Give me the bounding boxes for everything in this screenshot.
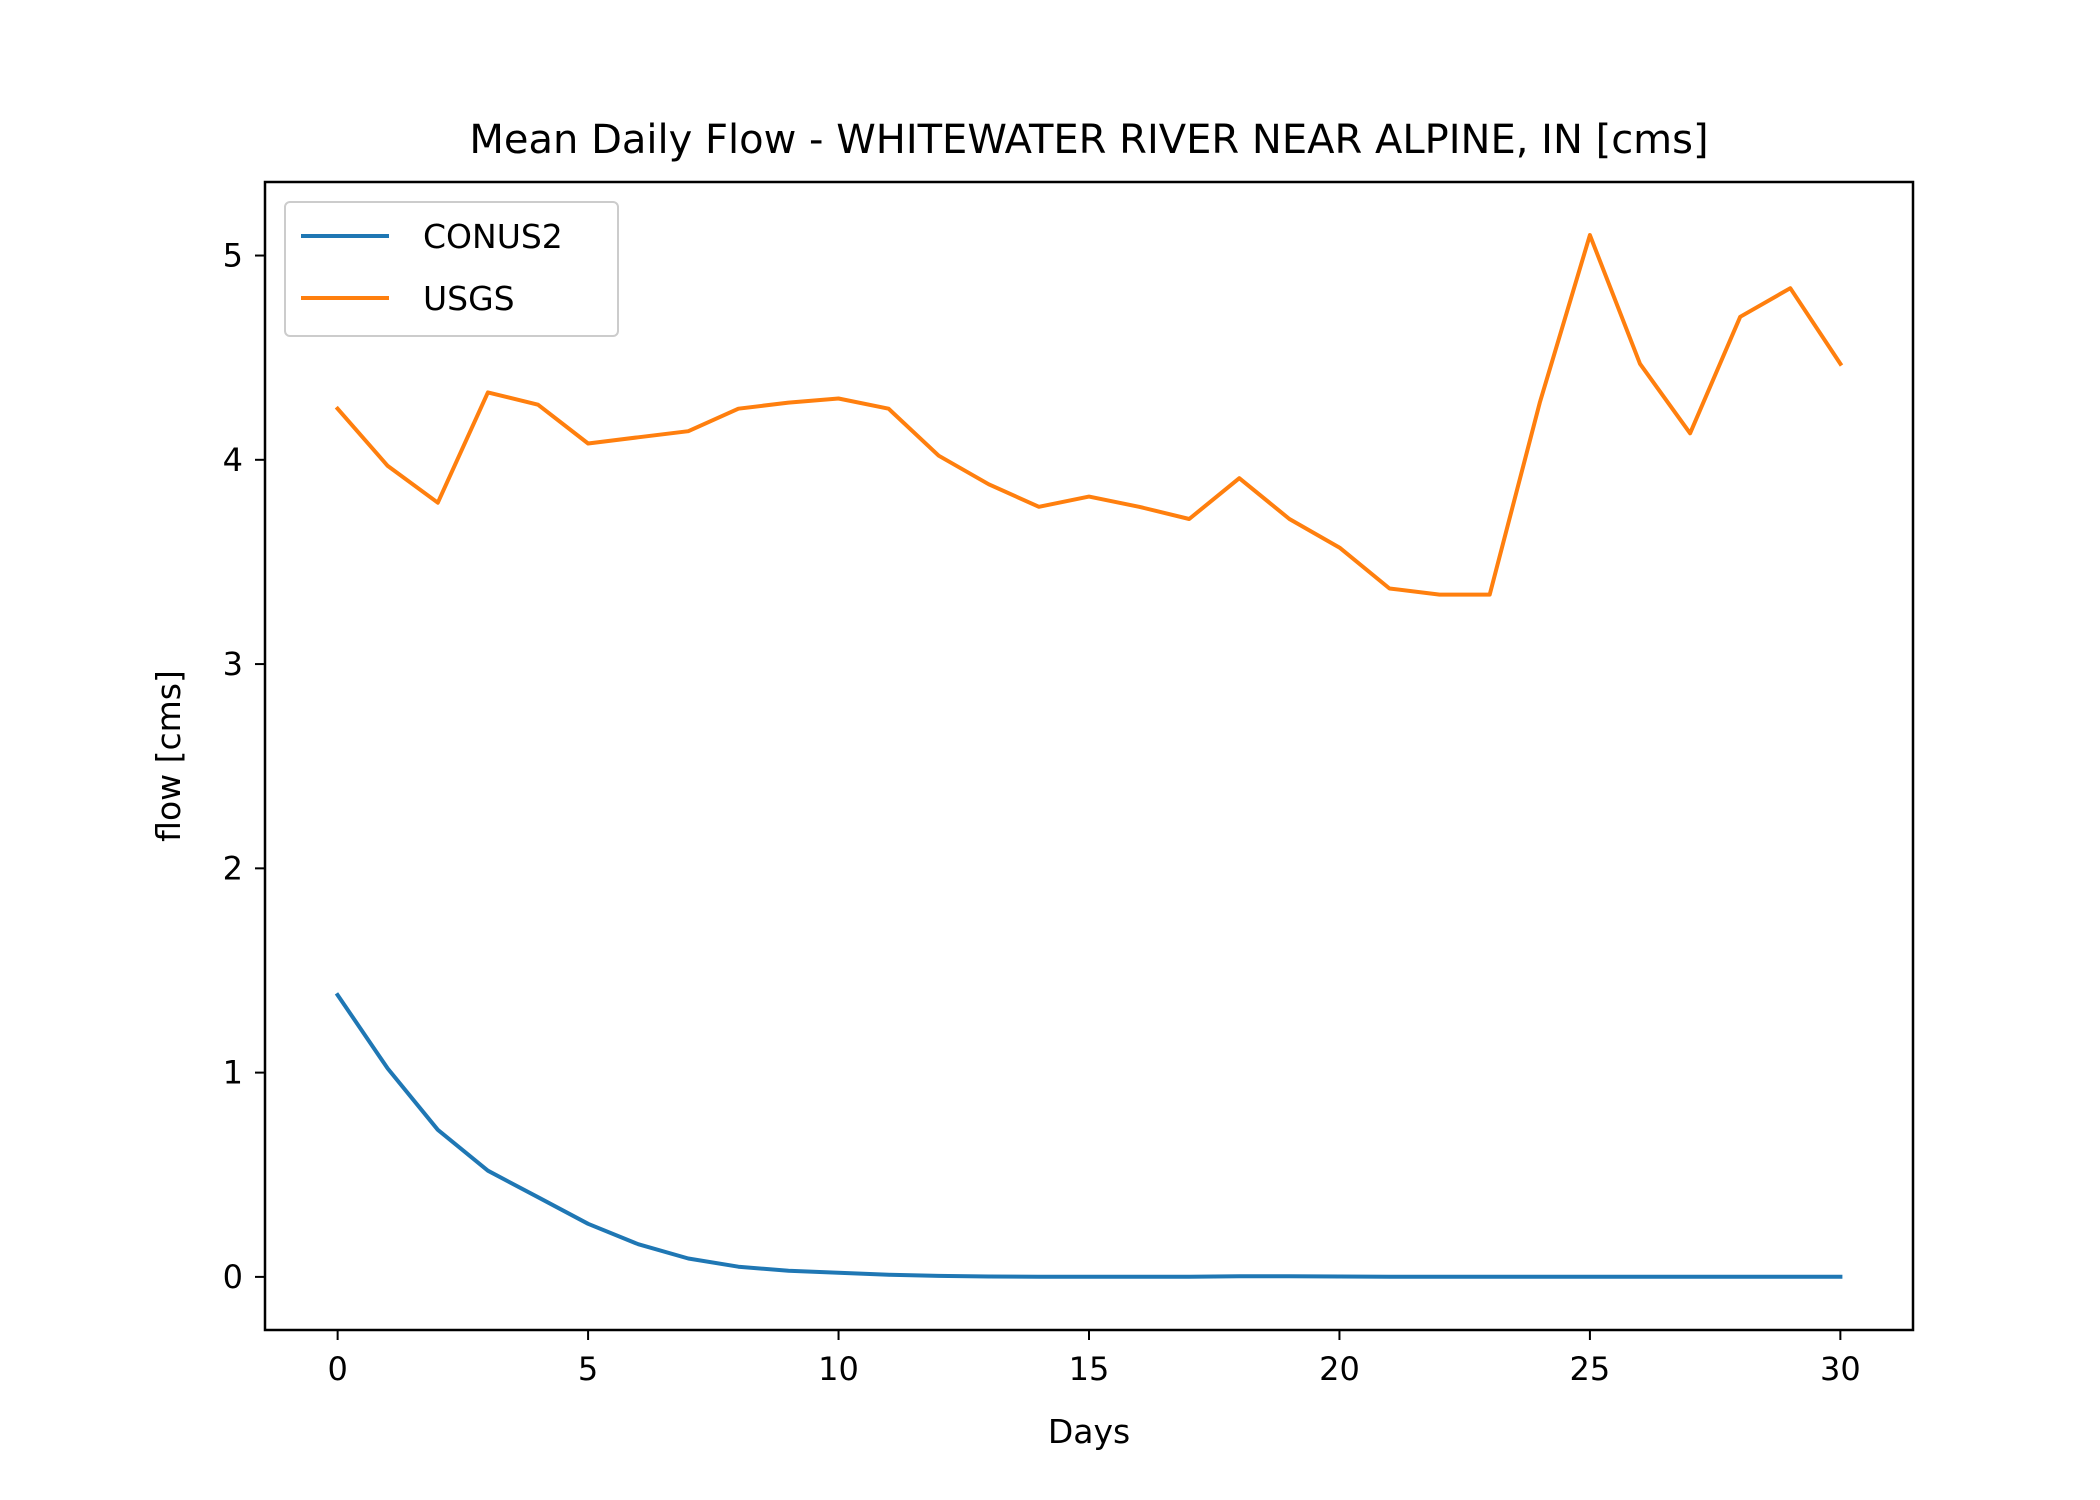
chart-title: Mean Daily Flow - WHITEWATER RIVER NEAR …	[469, 117, 1708, 163]
legend-label-usgs: USGS	[423, 279, 515, 318]
y-tick-label: 5	[223, 237, 243, 275]
x-tick-label: 0	[327, 1350, 347, 1388]
x-axis: 0 5 10 15 20 25 30	[327, 1330, 1861, 1388]
legend-label-conus2: CONUS2	[423, 217, 563, 256]
x-tick-label: 15	[1069, 1350, 1110, 1388]
x-tick-label: 5	[578, 1350, 598, 1388]
x-tick-label: 25	[1570, 1350, 1611, 1388]
series-line-conus2	[334, 992, 1843, 1279]
y-tick-label: 3	[223, 645, 243, 683]
x-tick-label: 10	[818, 1350, 859, 1388]
legend: CONUS2 USGS	[284, 201, 619, 337]
plot-area	[334, 233, 1844, 1279]
y-tick-label: 2	[223, 849, 243, 887]
y-axis-label: flow [cms]	[149, 670, 188, 842]
x-tick-label: 20	[1319, 1350, 1360, 1388]
y-axis: 0 1 2 3 4 5	[223, 237, 265, 1296]
y-tick-label: 0	[223, 1258, 243, 1296]
y-tick-label: 1	[223, 1054, 243, 1092]
x-tick-label: 30	[1820, 1350, 1861, 1388]
x-axis-label: Days	[1048, 1412, 1130, 1451]
y-tick-label: 4	[223, 441, 243, 479]
series-line-usgs	[334, 233, 1844, 597]
